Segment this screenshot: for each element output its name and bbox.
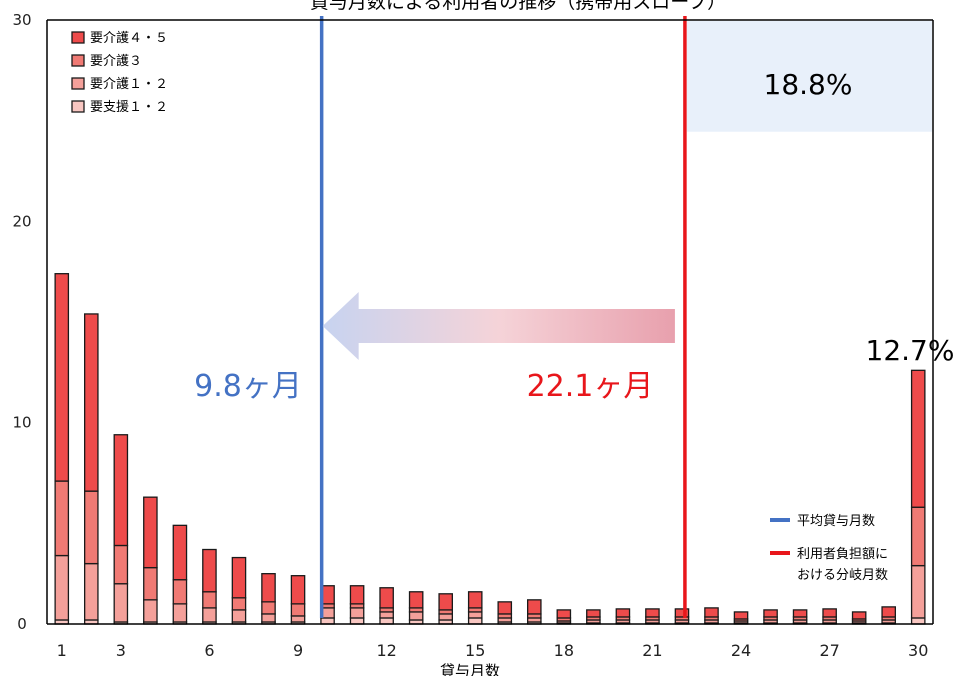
bar-4-series-1: [143, 599, 158, 623]
bar-4-series-3: [143, 496, 158, 569]
bar-1-series-1: [54, 554, 70, 621]
bar-1-series-3: [54, 273, 70, 482]
legend-label-2: 要介護３: [90, 53, 142, 69]
bar-19-series-3: [586, 609, 601, 618]
bar-4-series-2: [143, 566, 158, 601]
bar-7-series-2: [231, 597, 247, 611]
bar-7-series-1: [231, 609, 247, 623]
bar-17-series-3: [527, 599, 542, 615]
bar-30-series-0: [910, 617, 926, 625]
x-tick-label: 24: [731, 641, 751, 660]
x-tick-label: 6: [204, 641, 214, 660]
bar-27-series-3: [822, 608, 837, 618]
bar-28-series-3: [851, 611, 867, 620]
bar-15-series-1: [467, 611, 483, 619]
bar-2-series-3: [84, 313, 99, 492]
x-tick-label: 9: [293, 641, 303, 660]
bar-3-series-3: [113, 434, 129, 547]
average-label: 9.8ヶ月: [194, 369, 302, 404]
percent-box: [686, 21, 932, 132]
bar-30-series-2: [910, 506, 926, 567]
y-tick-label: 20: [12, 212, 31, 230]
bar-18-series-3: [556, 609, 572, 619]
bar-8-series-2: [261, 601, 276, 615]
bar-7-series-3: [231, 556, 247, 599]
x-tick-label: 12: [376, 641, 396, 660]
bar-2-series-2: [84, 490, 99, 565]
bar-24-series-3: [733, 611, 749, 620]
x-tick-label: 15: [465, 641, 485, 660]
bar-9-series-3: [290, 575, 306, 605]
bar-11-series-0: [349, 617, 365, 625]
bar-12-series-1: [379, 611, 394, 619]
bar-12-series-3: [379, 587, 394, 609]
legend-label-0: 要支援１・２: [90, 100, 168, 115]
bar-2-series-1: [84, 562, 99, 621]
legend-swatch-0: [71, 100, 85, 113]
bar-3-series-2: [113, 544, 129, 585]
bar-14-series-3: [438, 593, 453, 611]
bar-6-series-1: [202, 607, 217, 623]
bar-12-series-0: [379, 617, 394, 625]
x-tick-label: 21: [642, 641, 662, 660]
bar-5-series-3: [172, 524, 188, 581]
legend-label-branch: 利用者負担額に: [797, 547, 888, 562]
x-tick-label: 18: [554, 641, 574, 660]
bar-15-series-0: [467, 617, 483, 625]
y-tick-label: 30: [12, 11, 31, 29]
bar-22-series-3: [674, 608, 690, 618]
x-tick-label: 30: [908, 641, 928, 660]
bar-30-series-3: [910, 369, 926, 508]
arrow-shape: [322, 292, 675, 361]
x-tick-label: 3: [116, 641, 126, 660]
bar-26-series-3: [792, 609, 808, 618]
bar-13-series-3: [408, 591, 424, 609]
legend-label-average: 平均貸与月数: [797, 513, 875, 529]
bar-5-series-1: [172, 603, 188, 623]
chart-title: 貸与月数による利用者の推移（携帯用スロープ）: [310, 0, 726, 13]
x-tick-label: 1: [57, 641, 67, 660]
bar-11-series-3: [349, 585, 365, 605]
top-right-percent: 18.8%: [764, 68, 853, 101]
bar-20-series-3: [615, 608, 631, 618]
legend-label-3: 要介護４・５: [90, 30, 168, 46]
bar-21-series-3: [645, 608, 660, 618]
last-bar-percent: 12.7%: [866, 334, 955, 367]
bar-9-series-1: [290, 615, 306, 623]
bar-30-series-1: [910, 564, 926, 619]
bar-6-series-3: [202, 548, 217, 593]
branch-label: 22.1ヶ月: [527, 369, 654, 404]
legend-swatch-3: [71, 31, 85, 44]
legend-label-branch-2: おける分岐月数: [797, 568, 888, 583]
bar-8-series-3: [261, 573, 276, 603]
bar-5-series-2: [172, 579, 188, 605]
bar-3-series-1: [113, 583, 129, 623]
bar-14-series-1: [438, 613, 453, 621]
bar-1-series-2: [54, 480, 70, 557]
bar-16-series-3: [497, 601, 513, 615]
x-axis-label: 貸与月数: [440, 662, 500, 676]
bar-6-series-2: [202, 591, 217, 609]
y-tick-label: 10: [12, 414, 31, 432]
bar-9-series-2: [290, 603, 306, 617]
bar-8-series-1: [261, 613, 276, 623]
bar-23-series-3: [704, 607, 719, 618]
legend-swatch-1: [71, 77, 85, 90]
y-tick-label: 0: [17, 615, 27, 633]
bar-13-series-1: [408, 611, 424, 621]
bar-11-series-1: [349, 607, 365, 619]
legend-label-1: 要介護１・２: [90, 76, 168, 92]
legend-swatch-2: [71, 54, 85, 67]
bar-25-series-3: [763, 609, 778, 618]
bar-29-series-3: [881, 606, 896, 618]
x-tick-label: 27: [819, 641, 839, 660]
bar-15-series-3: [467, 591, 483, 609]
bar-10-series-0: [320, 617, 335, 625]
